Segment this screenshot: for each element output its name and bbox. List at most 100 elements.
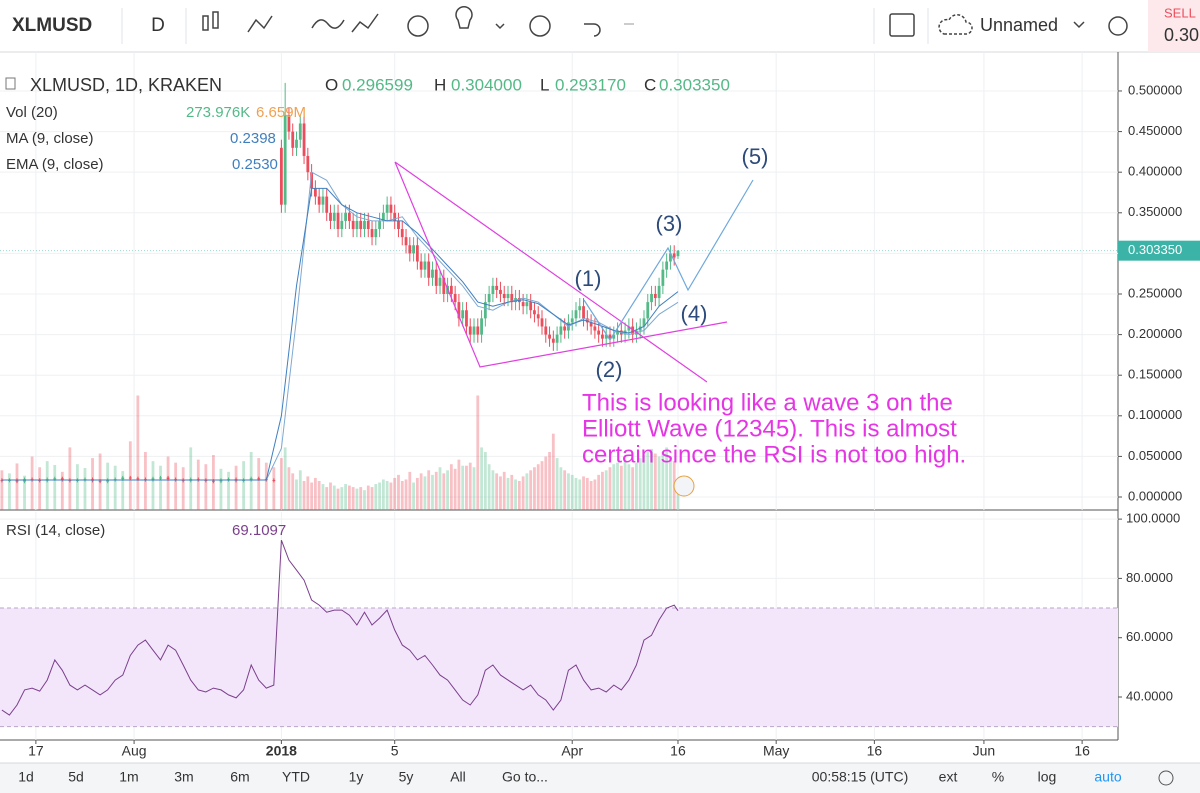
y-tick-label: 0.200000 bbox=[1128, 326, 1182, 341]
candle-body bbox=[540, 318, 544, 327]
volume-bar bbox=[385, 480, 389, 510]
volume-bar bbox=[174, 462, 178, 510]
replay-icon[interactable] bbox=[529, 15, 551, 37]
candle-body bbox=[491, 285, 495, 294]
range-button[interactable]: 5y bbox=[399, 769, 414, 785]
candle-body bbox=[400, 229, 404, 238]
clock: 00:58:15 (UTC) bbox=[812, 769, 908, 785]
volume-bar bbox=[204, 464, 208, 510]
candle-body bbox=[616, 330, 619, 335]
volume-bar bbox=[291, 473, 295, 510]
candle-body bbox=[480, 318, 483, 335]
settings-icon[interactable] bbox=[1158, 770, 1174, 786]
undo-icon[interactable] bbox=[584, 23, 601, 37]
volume-bar bbox=[468, 462, 472, 510]
candle-body bbox=[370, 229, 374, 238]
compare-icon[interactable] bbox=[311, 19, 345, 29]
range-button[interactable]: 5d bbox=[68, 769, 84, 785]
volume-bar bbox=[302, 480, 306, 510]
candle-body bbox=[412, 245, 415, 254]
volume-bar bbox=[159, 465, 162, 510]
volume-bar bbox=[374, 484, 378, 510]
ext-button[interactable]: ext bbox=[939, 769, 958, 785]
collapse-icon[interactable] bbox=[5, 77, 16, 90]
log-button[interactable]: log bbox=[1038, 769, 1057, 785]
candle-body bbox=[582, 306, 585, 319]
legend-key: O bbox=[325, 75, 338, 94]
y-tick-label: 0.250000 bbox=[1128, 285, 1182, 300]
ideas-icon[interactable] bbox=[455, 5, 473, 29]
volume-bar bbox=[551, 433, 555, 510]
x-tick-label: 5 bbox=[391, 743, 399, 759]
candle-body bbox=[347, 212, 351, 221]
candle-body bbox=[128, 477, 132, 479]
candle-body bbox=[313, 188, 317, 197]
auto-button[interactable]: auto bbox=[1094, 769, 1121, 785]
layout-dropdown[interactable] bbox=[1073, 21, 1085, 29]
volume-bar bbox=[555, 458, 559, 510]
candle-body bbox=[510, 293, 514, 303]
candle-body bbox=[442, 277, 446, 294]
range-button[interactable]: 1m bbox=[119, 769, 138, 785]
volume-bar bbox=[23, 475, 26, 510]
candle-body bbox=[559, 326, 563, 335]
indicator-icon[interactable] bbox=[247, 15, 273, 33]
candle-body bbox=[468, 326, 472, 335]
candle-body bbox=[669, 253, 672, 262]
range-button[interactable]: 1d bbox=[18, 769, 34, 785]
volume-bar bbox=[548, 451, 551, 510]
range-button[interactable]: All bbox=[450, 769, 466, 785]
volume-bar bbox=[457, 459, 461, 510]
annotation-line: Elliott Wave (12345). This is almost bbox=[582, 415, 957, 442]
volume-bar bbox=[151, 461, 155, 510]
candle-body bbox=[650, 293, 653, 303]
settings-icon[interactable] bbox=[1108, 16, 1128, 36]
fullscreen-icon[interactable] bbox=[889, 13, 915, 37]
volume-bar bbox=[136, 395, 140, 510]
volume-bar bbox=[525, 473, 529, 510]
interval-button[interactable]: D bbox=[151, 15, 165, 36]
candle-body bbox=[302, 123, 306, 156]
volume-bar bbox=[306, 476, 310, 510]
percent-button[interactable]: % bbox=[992, 769, 1004, 785]
candle-body bbox=[374, 229, 378, 238]
volume-bar bbox=[415, 477, 419, 510]
candle-body bbox=[533, 310, 536, 315]
candle-body bbox=[363, 220, 366, 230]
range-button[interactable]: YTD bbox=[282, 769, 310, 785]
layout-name[interactable]: Unnamed bbox=[980, 15, 1058, 35]
volume-bar bbox=[642, 455, 646, 510]
legend-key: C bbox=[644, 75, 656, 94]
candle-body bbox=[676, 250, 680, 257]
candle-body bbox=[521, 302, 525, 307]
range-button[interactable]: 1y bbox=[349, 769, 364, 785]
symbol-button[interactable]: XLMUSD bbox=[12, 15, 92, 36]
candle-body bbox=[431, 269, 434, 278]
volume-bar bbox=[472, 467, 476, 510]
sell-label: SELL bbox=[1164, 5, 1196, 20]
cloud-icon[interactable] bbox=[938, 14, 973, 35]
candle-body bbox=[544, 326, 548, 335]
volume-bar bbox=[453, 468, 457, 510]
last-price-box bbox=[1118, 240, 1200, 261]
wave-label: (2) bbox=[596, 357, 623, 382]
volume-bar bbox=[321, 484, 325, 510]
indicators-icon[interactable] bbox=[351, 13, 379, 33]
event-flag[interactable] bbox=[673, 475, 695, 497]
ma-line bbox=[1, 171, 679, 481]
volume-bar bbox=[257, 458, 261, 510]
dropdown-icon[interactable] bbox=[495, 23, 505, 30]
candle-body bbox=[291, 131, 295, 148]
candle-body bbox=[381, 212, 385, 221]
annotation-line: certain since the RSI is not too high. bbox=[582, 441, 966, 468]
alert-icon[interactable] bbox=[407, 15, 429, 37]
sell-button[interactable] bbox=[1148, 0, 1200, 52]
volume-bar bbox=[476, 395, 480, 510]
candles-icon[interactable] bbox=[202, 15, 209, 31]
candle-body bbox=[631, 326, 635, 335]
range-button[interactable]: 6m bbox=[230, 769, 249, 785]
candle-body bbox=[340, 220, 344, 230]
goto-button[interactable]: Go to... bbox=[502, 769, 548, 785]
range-button[interactable]: 3m bbox=[174, 769, 193, 785]
annotation: This is looking like a wave 3 on the Ell… bbox=[582, 389, 966, 468]
